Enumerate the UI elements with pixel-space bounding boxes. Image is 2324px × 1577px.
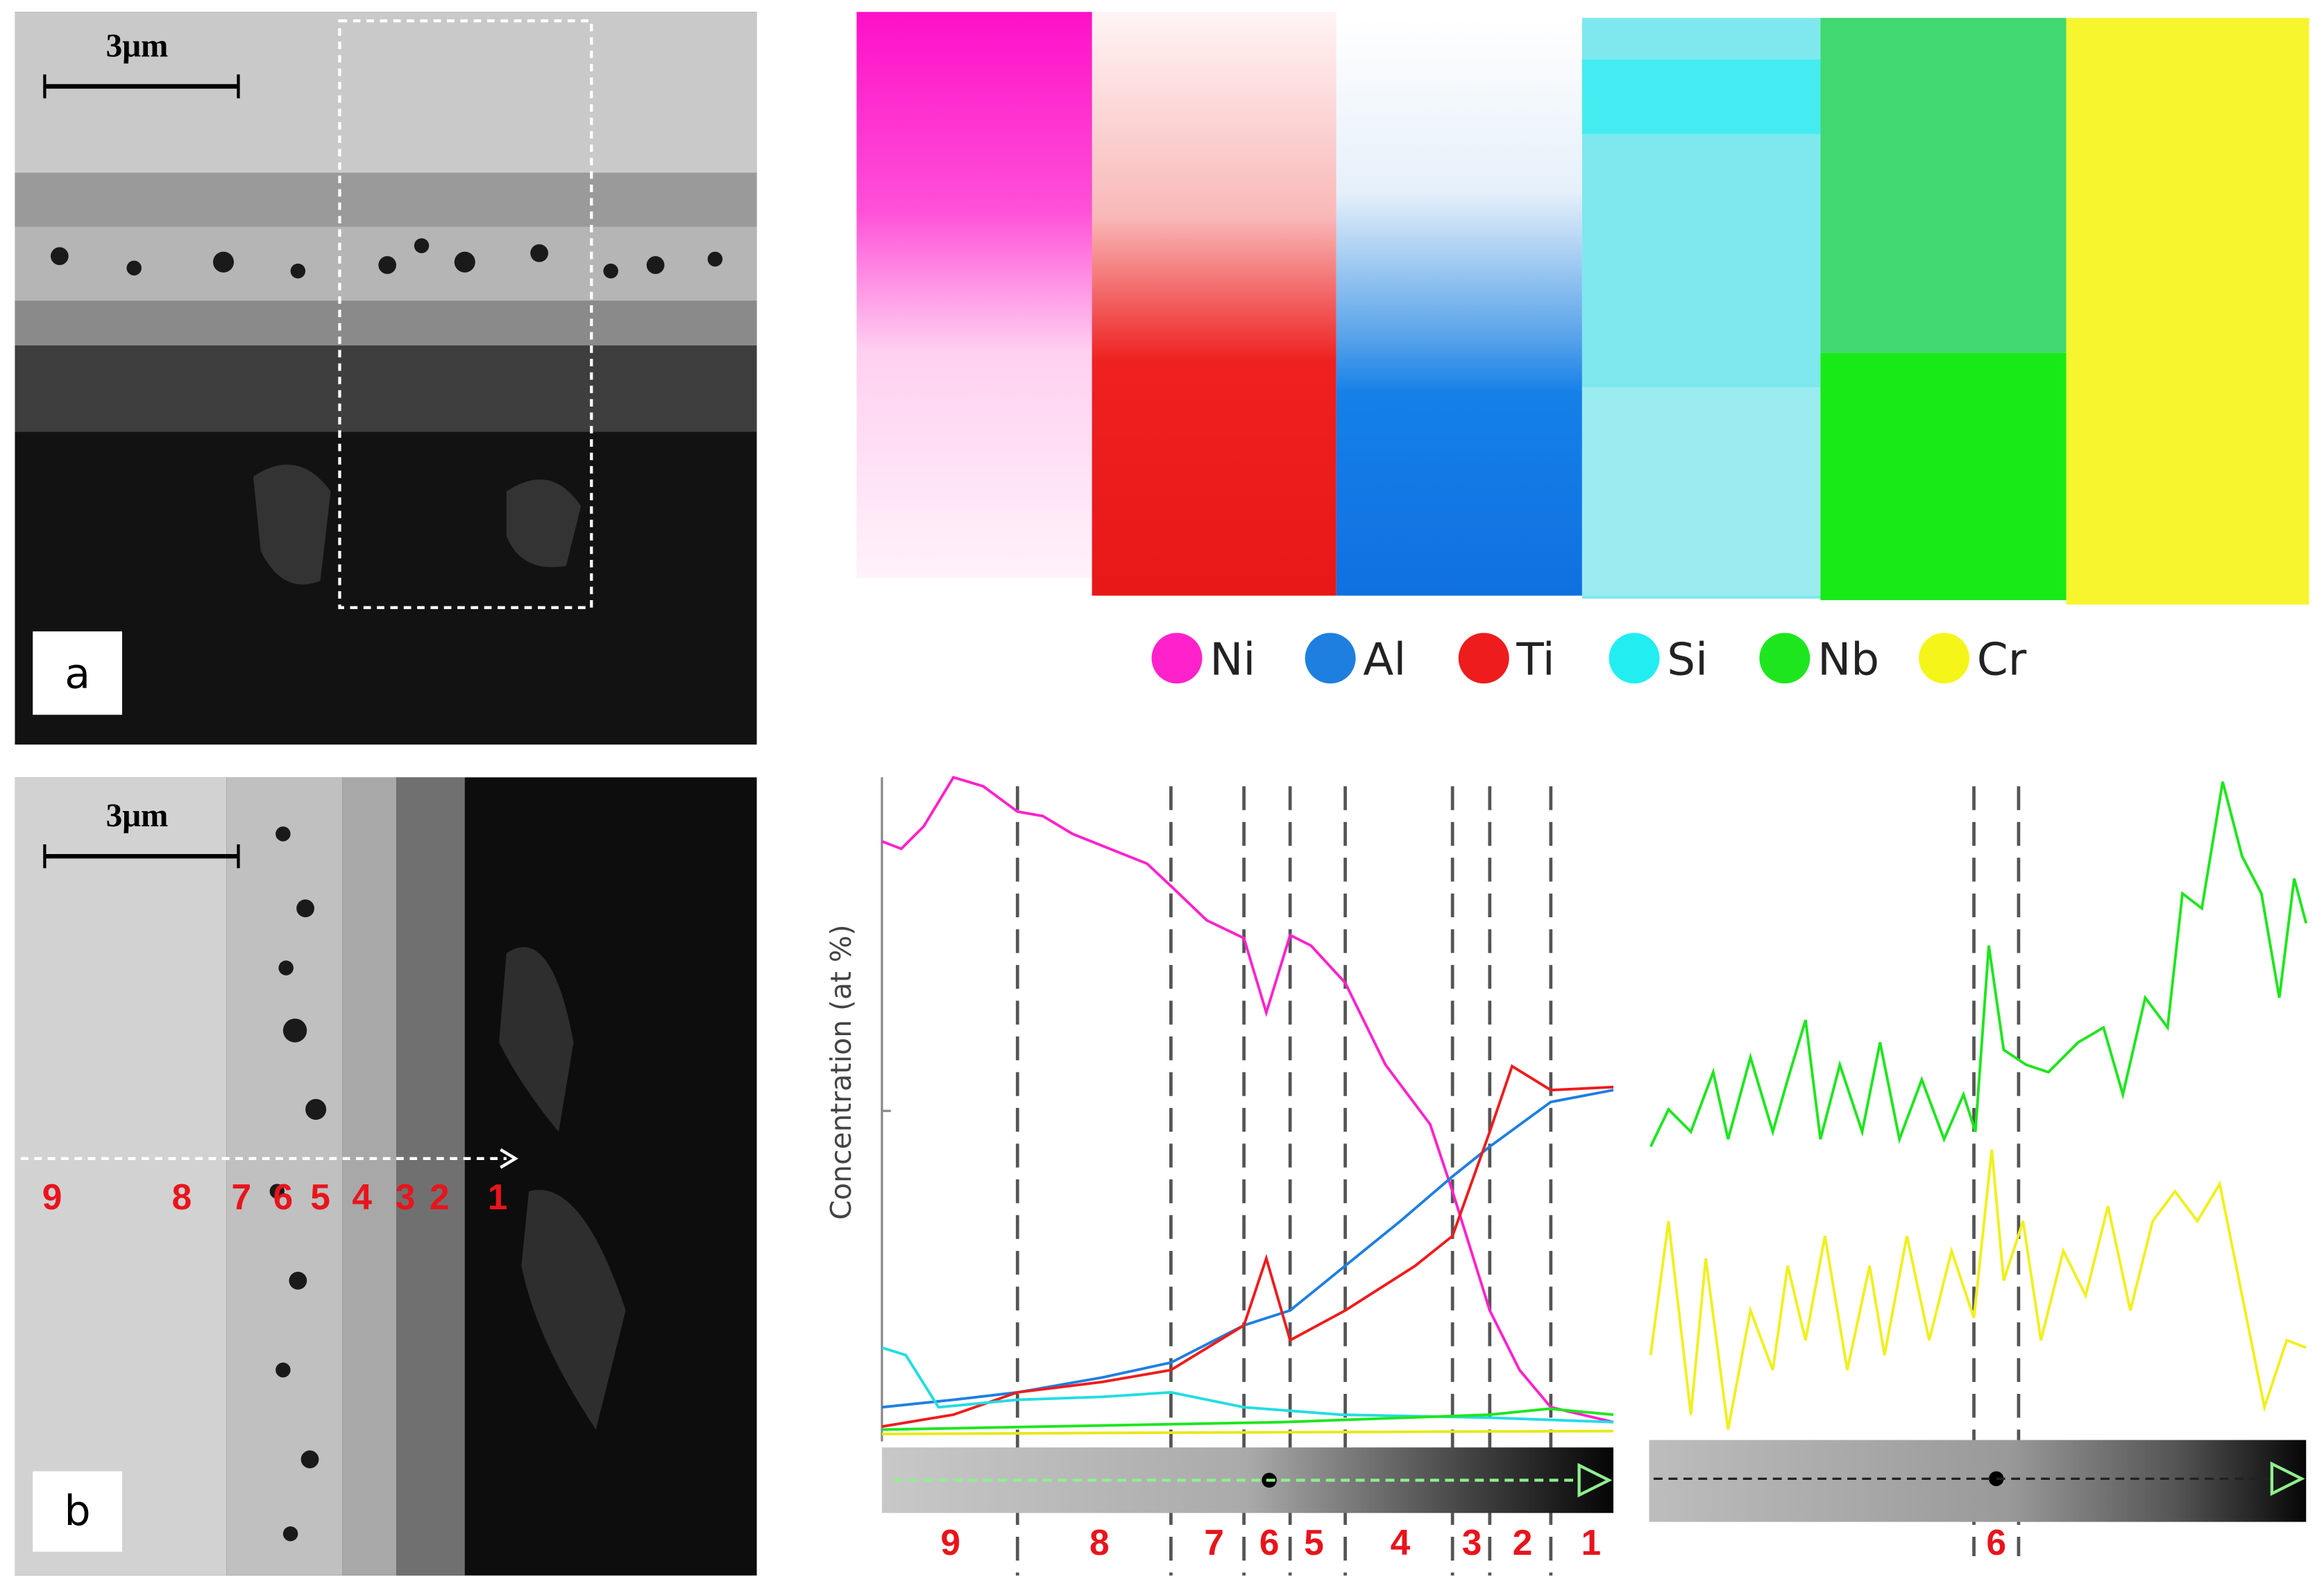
layer [15,345,757,432]
layer [396,777,465,1576]
scan-strip [1649,1440,2307,1522]
zone-label: 2 [1513,1522,1533,1562]
legend-label: Al [1363,633,1406,685]
zone-label: 2 [430,1177,450,1217]
zone-label: 6 [1259,1522,1280,1562]
map-al [1336,17,1582,596]
legend-swatch [1305,633,1356,684]
zone-label: 3 [1462,1522,1482,1562]
legend-label: Cr [1977,633,2027,685]
panel-a: 3μm a [15,12,757,745]
zone-labels: 6 [1986,1522,2006,1562]
layer [15,12,757,173]
zone-label: 6 [273,1177,294,1217]
pores [50,238,723,279]
zone-boundaries [1972,786,2021,1556]
profiles [881,776,1614,1435]
element-maps: Ni Al Ti Si Nb Cr [856,12,2309,685]
scan-arrow [2270,1461,2305,1497]
layer [15,777,227,1576]
cr-profile [1649,1149,2307,1430]
map-ni [856,12,1095,578]
zone-label: 1 [1581,1522,1601,1562]
layer [15,300,757,346]
map-si-band [1581,59,1821,135]
zone-label: 7 [1204,1522,1224,1562]
label-box [33,631,123,715]
zone-label: 8 [1089,1522,1110,1562]
zone-label: 1 [488,1177,508,1217]
layer [226,777,343,1576]
grain [499,947,626,1430]
zone-label: 4 [352,1177,372,1217]
zone-boundaries [1015,786,1553,1576]
y-axis-label: Concentration (at %) [824,924,858,1220]
zone-label: 7 [231,1177,251,1217]
scale-label: 3μm [106,28,169,65]
legend-swatch [1759,633,1810,684]
grain [253,464,582,585]
legend-swatch [1458,633,1509,684]
scan-arrow [500,1148,518,1169]
map-ti [1092,12,1337,596]
map-si-band [1581,387,1821,596]
scan-region [338,19,593,609]
legend: Ni Al Ti Si Nb Cr [1151,633,2027,685]
zone-label: 4 [1391,1522,1411,1562]
nb-profile [1649,781,2308,1148]
zone-label: 8 [172,1177,192,1217]
panel-label: b [65,1487,91,1535]
zone-label: 6 [1986,1522,2006,1562]
legend-swatch [1151,633,1203,684]
zone-label: 5 [310,1177,330,1217]
zone-label: 9 [940,1522,960,1562]
legend-label: Ni [1210,633,1255,685]
scale-label: 3μm [106,798,169,834]
pores [269,826,327,1542]
legend-swatch [1609,633,1660,684]
zone-label: 9 [42,1177,62,1217]
layer [342,777,397,1576]
map-nb [1820,17,2067,353]
zone-label: 3 [396,1177,416,1217]
legend-label: Nb [1817,633,1879,685]
legend-label: Ti [1516,633,1554,685]
layer [15,172,757,227]
zone-label: 5 [1304,1522,1324,1562]
scan-arrow [1577,1463,1613,1498]
nb-cr-scan: 6 [1649,781,2308,1562]
map-cr [2066,17,2309,605]
legend-label: Si [1667,633,1708,685]
map-nb-band [1820,352,2067,600]
label-box [33,1471,123,1552]
panel-label: a [65,650,90,699]
legend-swatch [1919,633,1970,684]
